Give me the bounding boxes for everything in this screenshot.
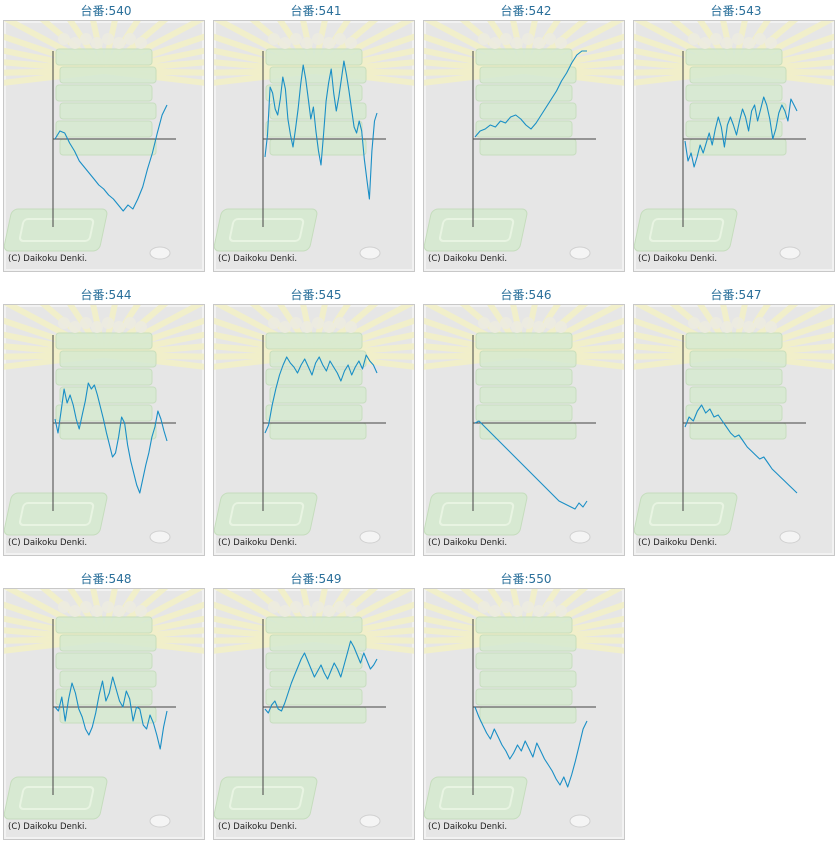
chart-frame: (C) Daikoku Denki. [213, 588, 415, 840]
line-chart: (C) Daikoku Denki. [634, 21, 834, 264]
copyright-text: (C) Daikoku Denki. [218, 538, 297, 548]
line-chart: (C) Daikoku Denki. [634, 305, 834, 548]
series-line [474, 420, 588, 510]
copyright-text: (C) Daikoku Denki. [428, 822, 507, 832]
machine-chart: 台番:540 (C) Daikoku Denki. [3, 0, 209, 272]
machine-number-label[interactable]: 台番:540 [80, 4, 132, 18]
series-line [684, 404, 798, 494]
background-illustration [214, 21, 414, 260]
line-chart: (C) Daikoku Denki. [214, 21, 414, 264]
series-line [264, 640, 378, 714]
chart-frame: (C) Daikoku Denki. [3, 588, 205, 840]
machine-chart: 台番:543 (C) Daikoku Denki. [633, 0, 839, 272]
machine-number-label[interactable]: 台番:541 [290, 4, 342, 18]
background-illustration [424, 305, 624, 544]
machine-chart: 台番:545 (C) Daikoku Denki. [213, 284, 419, 556]
machine-number-label[interactable]: 台番:547 [710, 288, 762, 302]
copyright-text: (C) Daikoku Denki. [428, 538, 507, 548]
machine-number-label[interactable]: 台番:549 [290, 572, 342, 586]
copyright-text: (C) Daikoku Denki. [218, 822, 297, 832]
machine-number-label[interactable]: 台番:548 [80, 572, 132, 586]
chart-frame: (C) Daikoku Denki. [633, 304, 835, 556]
chart-frame: (C) Daikoku Denki. [633, 20, 835, 272]
chart-frame: (C) Daikoku Denki. [423, 588, 625, 840]
line-chart: (C) Daikoku Denki. [424, 21, 624, 264]
background-illustration [424, 589, 624, 828]
chart-frame: (C) Daikoku Denki. [213, 20, 415, 272]
machine-chart: 台番:547 (C) Daikoku Denki. [633, 284, 839, 556]
copyright-text: (C) Daikoku Denki. [428, 254, 507, 264]
chart-frame: (C) Daikoku Denki. [213, 304, 415, 556]
line-chart: (C) Daikoku Denki. [214, 589, 414, 832]
line-chart: (C) Daikoku Denki. [214, 305, 414, 548]
chart-frame: (C) Daikoku Denki. [423, 20, 625, 272]
copyright-text: (C) Daikoku Denki. [8, 254, 87, 264]
background-illustration [424, 21, 624, 260]
line-chart: (C) Daikoku Denki. [424, 589, 624, 832]
series-line [474, 706, 588, 788]
series-line [474, 50, 587, 138]
chart-frame: (C) Daikoku Denki. [3, 20, 205, 272]
machine-chart: 台番:548 (C) Daikoku Denki. [3, 568, 209, 840]
chart-frame: (C) Daikoku Denki. [423, 304, 625, 556]
copyright-text: (C) Daikoku Denki. [218, 254, 297, 264]
machine-number-label[interactable]: 台番:542 [500, 4, 552, 18]
line-chart: (C) Daikoku Denki. [424, 305, 624, 548]
series-line [264, 60, 378, 200]
machine-number-label[interactable]: 台番:546 [500, 288, 552, 302]
background-illustration [214, 305, 414, 544]
machine-number-label[interactable]: 台番:550 [500, 572, 552, 586]
line-chart: (C) Daikoku Denki. [4, 21, 204, 264]
series-line [54, 382, 168, 494]
background-illustration [4, 21, 204, 260]
series-line [54, 104, 168, 212]
machine-chart: 台番:541 (C) Daikoku Denki. [213, 0, 419, 272]
machine-chart: 台番:546 (C) Daikoku Denki. [423, 284, 629, 556]
copyright-text: (C) Daikoku Denki. [8, 538, 87, 548]
series-line [264, 354, 378, 434]
machine-chart: 台番:542 (C) Daikoku Denki. [423, 0, 629, 272]
background-illustration [4, 305, 204, 544]
copyright-text: (C) Daikoku Denki. [638, 254, 717, 264]
machine-chart: 台番:544 (C) Daikoku Denki. [3, 284, 209, 556]
chart-frame: (C) Daikoku Denki. [3, 304, 205, 556]
copyright-text: (C) Daikoku Denki. [638, 538, 717, 548]
machine-chart: 台番:550 (C) Daikoku Denki. [423, 568, 629, 840]
copyright-text: (C) Daikoku Denki. [8, 822, 87, 832]
background-illustration [214, 589, 414, 828]
machine-chart: 台番:549 (C) Daikoku Denki. [213, 568, 419, 840]
line-chart: (C) Daikoku Denki. [4, 305, 204, 548]
machine-number-label[interactable]: 台番:544 [80, 288, 132, 302]
background-illustration [634, 305, 834, 544]
series-line [684, 96, 798, 168]
machine-number-label[interactable]: 台番:545 [290, 288, 342, 302]
line-chart: (C) Daikoku Denki. [4, 589, 204, 832]
background-illustration [634, 21, 834, 260]
machine-number-label[interactable]: 台番:543 [710, 4, 762, 18]
background-illustration [4, 589, 204, 828]
series-line [54, 676, 168, 750]
